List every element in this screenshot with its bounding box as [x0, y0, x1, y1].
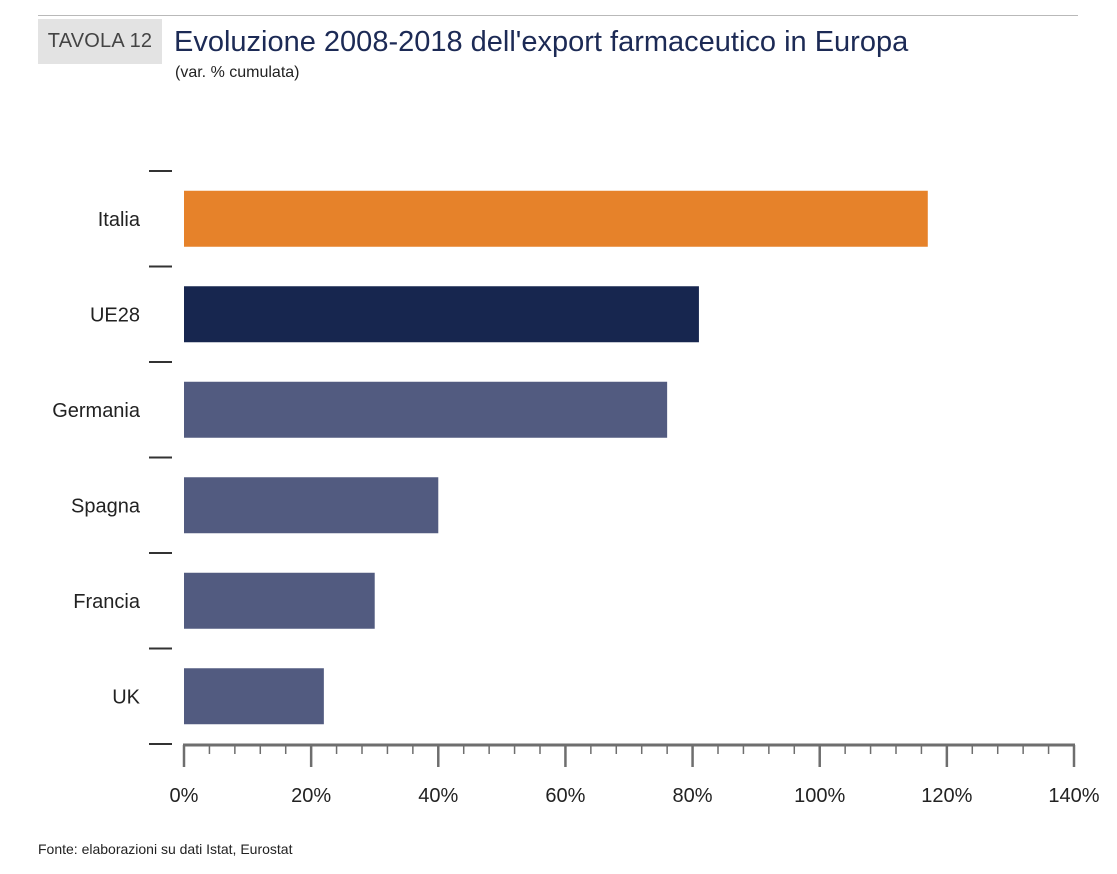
bar-ue28 [184, 286, 699, 343]
category-label-germania: Germania [52, 400, 141, 422]
x-tick-label: 80% [673, 785, 713, 807]
x-tick-label: 20% [291, 785, 331, 807]
top-rule [38, 15, 1078, 16]
x-tick-label: 120% [921, 785, 972, 807]
bar-germania [184, 381, 668, 438]
category-label-spagna: Spagna [71, 495, 141, 517]
bars [184, 190, 928, 725]
table-number-label: TAVOLA 12 [38, 19, 162, 64]
category-label-uk: UK [112, 686, 140, 708]
x-axis: 0% 20% 40% 60% 80% 100% 120% 140% [170, 743, 1100, 807]
x-tick-label: 100% [794, 785, 845, 807]
category-label-italia: Italia [98, 209, 141, 231]
source-note: Fonte: elaborazioni su dati Istat, Euros… [38, 841, 293, 857]
category-label-francia: Francia [73, 591, 141, 613]
bar-uk [184, 668, 324, 725]
x-tick-label: 0% [170, 785, 199, 807]
bar-francia [184, 572, 375, 629]
x-tick-label: 40% [418, 785, 458, 807]
category-labels: Italia UE28 Germania Spagna Francia UK [52, 209, 141, 709]
bar-spagna [184, 477, 439, 534]
x-tick-label: 140% [1048, 785, 1099, 807]
x-tick-label: 60% [545, 785, 585, 807]
chart-subtitle: (var. % cumulata) [175, 64, 300, 81]
category-separator-ticks [149, 170, 172, 745]
category-label-ue28: UE28 [90, 304, 140, 326]
chart-title: Evoluzione 2008-2018 dell'export farmace… [174, 26, 909, 58]
bar-italia [184, 190, 928, 247]
